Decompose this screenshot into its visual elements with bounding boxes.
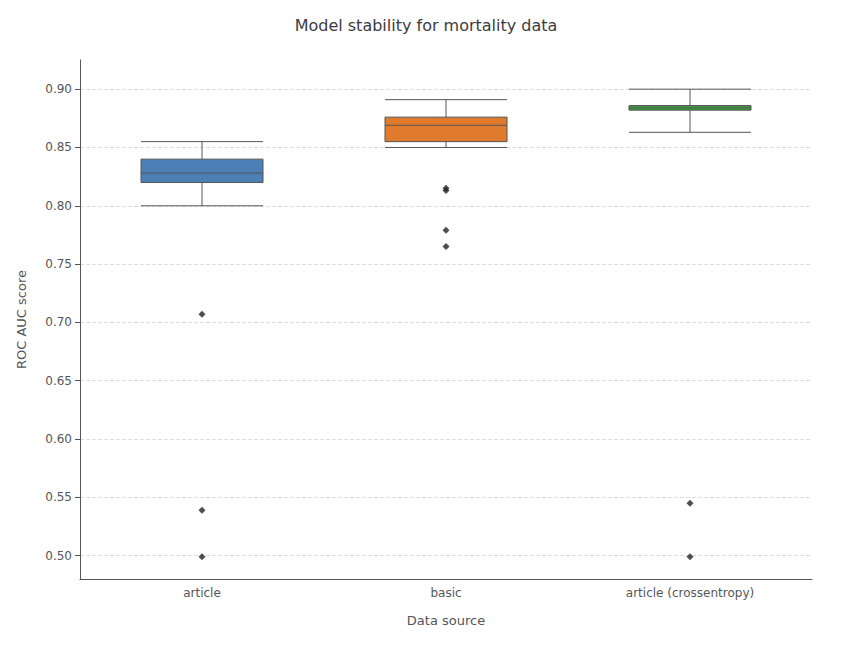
- svg-text:Model stability for mortality: Model stability for mortality data: [295, 16, 558, 35]
- svg-text:0.55: 0.55: [45, 490, 72, 504]
- svg-text:ROC AUC score: ROC AUC score: [14, 270, 29, 369]
- svg-text:0.80: 0.80: [45, 199, 72, 213]
- svg-text:0.90: 0.90: [45, 82, 72, 96]
- svg-text:0.60: 0.60: [45, 432, 72, 446]
- svg-text:0.75: 0.75: [45, 257, 72, 271]
- svg-text:0.85: 0.85: [45, 140, 72, 154]
- svg-text:Data source: Data source: [407, 613, 485, 628]
- svg-text:article (crossentropy): article (crossentropy): [626, 586, 754, 600]
- svg-text:basic: basic: [430, 586, 461, 600]
- svg-text:0.70: 0.70: [45, 315, 72, 329]
- svg-text:0.50: 0.50: [45, 549, 72, 563]
- svg-text:0.65: 0.65: [45, 374, 72, 388]
- svg-text:article: article: [183, 586, 221, 600]
